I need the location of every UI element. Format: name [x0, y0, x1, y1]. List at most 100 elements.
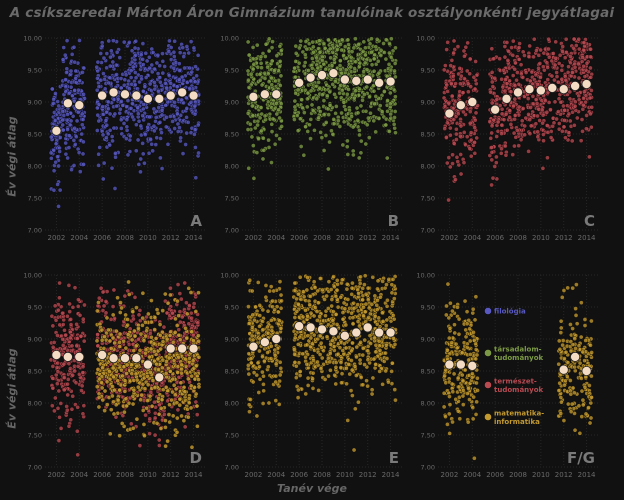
data-point	[117, 387, 122, 393]
data-point	[148, 370, 153, 375]
data-point	[278, 326, 284, 331]
data-point	[257, 115, 263, 121]
data-point	[138, 52, 144, 58]
data-point	[344, 144, 350, 150]
mean-point	[74, 351, 85, 362]
mean-point	[177, 87, 188, 98]
data-point	[58, 135, 63, 140]
data-point	[61, 45, 67, 50]
data-point	[95, 112, 101, 118]
data-point	[261, 373, 266, 379]
panel-label: B	[388, 212, 399, 230]
data-point	[516, 45, 522, 50]
data-point	[119, 99, 124, 104]
data-point	[292, 104, 298, 110]
x-tick-label: 2008	[116, 471, 134, 479]
data-point	[110, 59, 116, 65]
data-point	[117, 340, 122, 345]
data-point	[392, 115, 397, 120]
data-point	[76, 87, 81, 93]
data-point	[50, 86, 55, 92]
data-point	[455, 44, 461, 49]
data-point	[52, 303, 58, 309]
mean-point	[513, 87, 524, 98]
data-point	[179, 362, 184, 368]
data-point	[152, 66, 157, 72]
x-tick-label: 2014	[578, 234, 596, 242]
data-point	[366, 135, 372, 140]
data-point	[184, 130, 189, 136]
data-point	[522, 53, 527, 58]
data-point	[158, 346, 163, 352]
data-point	[102, 86, 108, 92]
data-point	[353, 88, 359, 94]
data-point	[454, 126, 459, 132]
data-point	[270, 116, 276, 122]
data-point	[257, 303, 263, 308]
data-point	[451, 141, 457, 146]
data-point	[580, 55, 585, 60]
data-point	[54, 381, 60, 387]
data-point	[277, 372, 283, 378]
data-point	[174, 429, 180, 435]
mean-point	[570, 81, 581, 92]
data-point	[125, 322, 130, 328]
data-point	[176, 61, 182, 66]
mean-point	[120, 89, 131, 100]
data-point	[64, 117, 70, 123]
mean-point	[188, 90, 199, 101]
data-point	[497, 56, 502, 62]
data-point	[195, 122, 201, 128]
data-point	[309, 65, 315, 71]
y-tick-label: 10.00	[220, 35, 239, 43]
data-point	[163, 385, 169, 390]
data-point	[512, 113, 518, 118]
data-point	[292, 117, 297, 122]
data-point	[317, 49, 323, 55]
data-point	[292, 360, 298, 365]
data-point	[189, 329, 195, 335]
data-point	[168, 81, 174, 86]
data-point	[314, 55, 319, 61]
data-point	[168, 57, 174, 62]
data-point	[356, 155, 362, 161]
data-point	[147, 393, 153, 399]
data-point	[506, 49, 511, 54]
data-point	[588, 54, 593, 60]
data-point	[140, 141, 145, 146]
data-point	[55, 99, 60, 104]
data-point	[446, 155, 452, 160]
data-point	[386, 62, 392, 67]
data-point	[544, 109, 550, 115]
data-point	[188, 290, 194, 295]
data-point	[119, 126, 124, 131]
data-point	[444, 134, 449, 140]
data-point	[98, 51, 104, 56]
data-point	[331, 56, 337, 62]
data-point	[123, 345, 129, 351]
data-point	[186, 396, 192, 401]
y-tick-label: 8.50	[225, 131, 239, 139]
data-point	[177, 50, 183, 55]
x-tick-label: 2012	[162, 234, 180, 242]
data-point	[317, 85, 323, 91]
data-point	[152, 385, 158, 390]
data-point	[457, 66, 463, 71]
data-point	[272, 347, 278, 353]
data-point	[188, 405, 194, 411]
data-point	[269, 122, 275, 127]
data-point	[453, 81, 458, 86]
data-point	[48, 134, 54, 140]
data-point	[269, 318, 274, 323]
data-point	[246, 402, 252, 408]
data-point	[371, 88, 377, 94]
data-point	[581, 63, 586, 69]
data-point	[247, 277, 253, 283]
y-tick-label: 9.50	[28, 67, 42, 75]
data-point	[461, 109, 466, 115]
y-tick-label: 9.50	[225, 304, 239, 312]
data-point	[248, 121, 253, 127]
x-tick-label: 2006	[290, 234, 308, 242]
data-point	[455, 159, 461, 164]
data-point	[111, 38, 116, 43]
